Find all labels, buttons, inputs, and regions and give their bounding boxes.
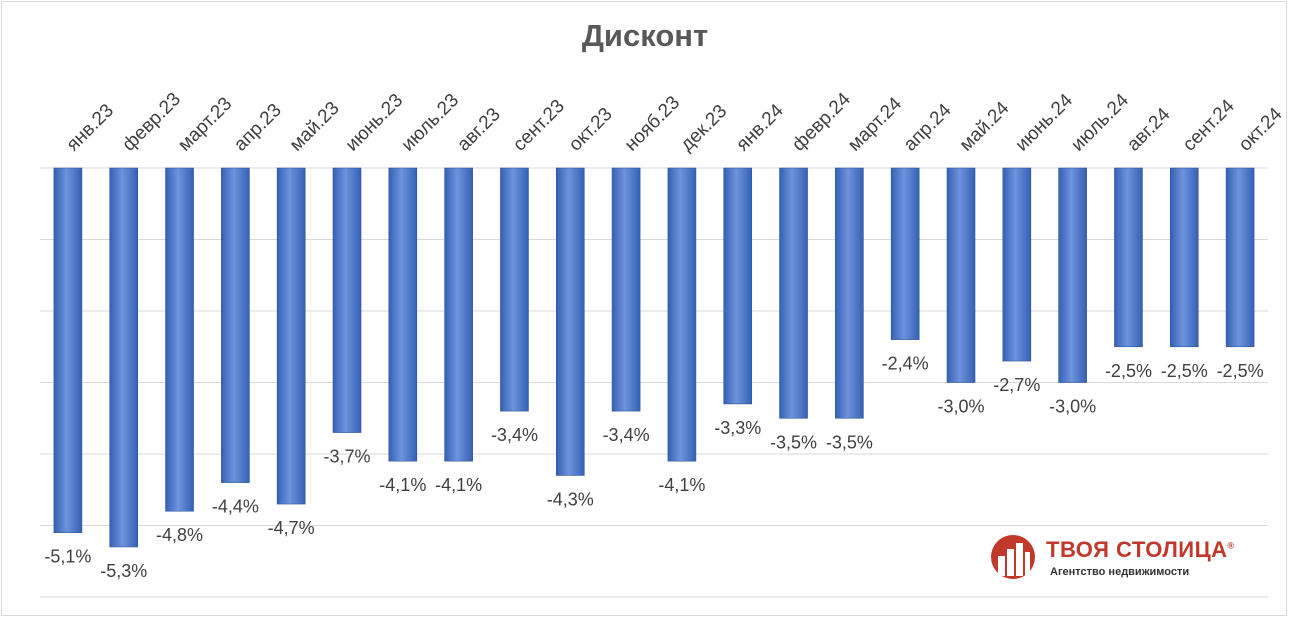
x-tick-label: июль.23 <box>398 90 464 156</box>
data-label: -2,7% <box>993 375 1040 395</box>
x-tick-label: сент.24 <box>1179 95 1239 155</box>
building-logo-icon <box>991 535 1035 579</box>
x-tick-label: май.23 <box>286 98 344 156</box>
bar <box>332 167 362 433</box>
bar <box>779 167 808 419</box>
bar <box>555 167 585 476</box>
data-labels: -5,1% -5,3% -4,8% -4,4% -4,7% -3,7% -4,1% -4,1%… <box>44 354 1263 581</box>
data-label: -3,3% <box>714 418 761 438</box>
x-tick-label: авг.23 <box>453 104 504 155</box>
x-tick-label: нояб.23 <box>621 92 684 155</box>
data-label: -4,1% <box>658 475 705 495</box>
x-tick-label: авг.24 <box>1123 104 1175 156</box>
data-label: -3,5% <box>770 432 817 452</box>
bar <box>946 167 976 383</box>
x-tick-label: апр.24 <box>900 99 956 155</box>
x-tick-label: окт.23 <box>565 104 617 156</box>
bar <box>890 167 920 340</box>
bar <box>109 167 139 548</box>
bar <box>667 167 697 462</box>
x-tick-label: июнь.24 <box>1012 90 1078 156</box>
bar <box>276 167 306 505</box>
bar <box>444 167 473 462</box>
bar <box>53 167 83 533</box>
data-label: -3,0% <box>937 397 984 417</box>
bar <box>611 167 641 412</box>
brand-subtitle: Агентство недвижимости <box>1050 566 1190 578</box>
x-tick-label: окт.24 <box>1235 104 1287 156</box>
x-tick-label: июнь.23 <box>342 90 408 156</box>
x-tick-label: сент.23 <box>509 96 569 156</box>
x-tick-label: янв.23 <box>63 100 118 155</box>
bar <box>1225 167 1255 348</box>
x-tick-label: февр.23 <box>118 89 185 156</box>
bar <box>723 167 753 405</box>
data-label: -4,7% <box>268 518 315 538</box>
bar <box>388 167 418 462</box>
data-label: -2,5% <box>1217 361 1264 381</box>
bar <box>1002 167 1032 362</box>
data-label: -4,4% <box>212 497 259 517</box>
data-label: -4,8% <box>156 525 203 545</box>
data-label: -4,1% <box>435 475 482 495</box>
x-tick-label: май.24 <box>956 97 1014 155</box>
bar <box>1114 167 1143 348</box>
x-tick-label: февр.24 <box>788 89 855 156</box>
bar <box>500 167 529 412</box>
bars <box>53 167 1255 548</box>
brand-logo: ТВОЯ СТОЛИЦА® Агентство недвижимости <box>988 534 1253 582</box>
bar <box>165 167 194 512</box>
data-label: -5,3% <box>100 561 147 581</box>
data-label: -3,4% <box>491 425 538 445</box>
data-label: -5,1% <box>44 547 91 567</box>
chart-title: Дисконт <box>581 18 709 53</box>
x-tick-label: июль.24 <box>1067 90 1133 156</box>
data-label: -4,1% <box>379 475 426 495</box>
bar <box>221 167 250 483</box>
data-label: -2,5% <box>1161 361 1208 381</box>
x-tick-label: дек.23 <box>677 101 732 156</box>
brand-name: ТВОЯ СТОЛИЦА® <box>1046 537 1235 562</box>
bar <box>1169 167 1199 348</box>
bar <box>835 167 864 419</box>
x-tick-label: янв.24 <box>732 100 788 156</box>
data-label: -2,5% <box>1105 361 1152 381</box>
data-label: -4,3% <box>547 489 594 509</box>
data-label: -3,7% <box>323 447 370 467</box>
data-label: -3,5% <box>826 432 873 452</box>
data-label: -3,4% <box>603 425 650 445</box>
x-tick-label: апр.23 <box>230 100 286 156</box>
bar <box>1058 167 1087 383</box>
data-label: -2,4% <box>882 354 929 374</box>
data-label: -3,0% <box>1049 397 1096 417</box>
